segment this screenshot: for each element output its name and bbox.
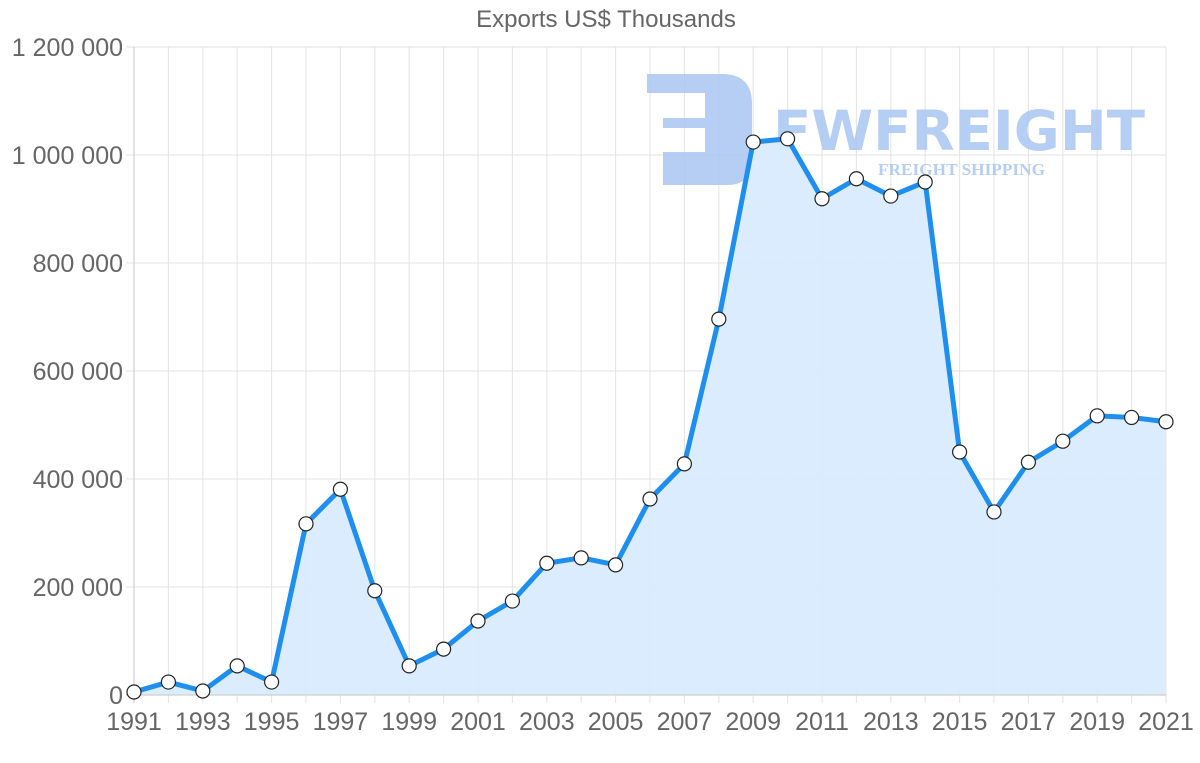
x-tick-label: 1991 bbox=[106, 708, 162, 736]
x-tick-label: 1999 bbox=[381, 708, 437, 736]
logo-mark-icon bbox=[647, 74, 752, 185]
x-tick-label: 2015 bbox=[932, 708, 988, 736]
y-tick-label: 400 000 bbox=[33, 466, 123, 494]
x-tick-label: 2009 bbox=[725, 708, 781, 736]
x-tick-label: 2003 bbox=[519, 708, 575, 736]
y-tick-label: 600 000 bbox=[33, 358, 123, 386]
data-points: 1991: 5500 1992: 24000 1993: 7400 1994: 540… bbox=[126, 131, 1174, 700]
data-point-marker[interactable]: 1992: 24000 bbox=[160, 674, 176, 690]
y-axis-ticks: 0 200 000 400 000 600 000 800 000 1 000 000 1 … bbox=[12, 34, 123, 710]
data-point-marker[interactable]: 2011: 919000 bbox=[814, 191, 830, 207]
data-point-marker[interactable]: 1994: 54000 bbox=[229, 658, 245, 674]
data-point-marker[interactable]: 2018: 470000 bbox=[1055, 433, 1071, 449]
data-point-marker[interactable]: 2020: 514000 bbox=[1123, 409, 1140, 426]
data-point-marker[interactable]: 2012: 956000 bbox=[848, 171, 865, 187]
x-tick-label: 2007 bbox=[657, 708, 713, 736]
data-point-marker[interactable]: 2006: 363000 bbox=[642, 491, 658, 507]
axes bbox=[126, 47, 1166, 703]
y-tick-label: 0 bbox=[109, 682, 123, 710]
logo-brand-text: FWFREIGHT bbox=[773, 99, 1145, 163]
data-point-marker[interactable]: 2001: 137000 bbox=[470, 613, 486, 629]
data-point-marker[interactable]: 2016: 339000 bbox=[986, 504, 1002, 520]
data-point-marker[interactable]: 2007: 428000 bbox=[676, 456, 693, 472]
logo-tagline-text: FREIGHT SHIPPING bbox=[878, 160, 1045, 179]
x-tick-label: 2005 bbox=[588, 708, 644, 736]
data-point-marker[interactable]: 2008: 696000 bbox=[711, 311, 727, 327]
y-tick-label: 200 000 bbox=[33, 574, 123, 602]
x-tick-label: 2011 bbox=[795, 708, 849, 736]
x-tick-label: 1997 bbox=[313, 708, 369, 736]
y-tick-label: 1 000 000 bbox=[12, 142, 123, 170]
area-fill bbox=[134, 138, 1166, 696]
x-tick-label: 2019 bbox=[1069, 708, 1125, 736]
data-point-marker[interactable]: 2009: 1024000 bbox=[745, 134, 761, 150]
data-point-marker[interactable]: 2017: 431000 bbox=[1020, 454, 1037, 470]
x-tick-label: 2013 bbox=[863, 708, 919, 736]
x-tick-label: 2017 bbox=[1001, 708, 1057, 736]
data-point-marker[interactable]: 2005: 241000 bbox=[607, 557, 624, 573]
data-point-marker[interactable]: 2003: 244000 bbox=[539, 555, 555, 571]
x-tick-label: 2021 bbox=[1138, 708, 1194, 736]
data-point-marker[interactable]: 2010: 1030000 bbox=[779, 131, 796, 147]
data-point-marker[interactable]: 2021: 506000 bbox=[1158, 414, 1174, 430]
watermark-logo: FWFREIGHT FREIGHT SHIPPING bbox=[647, 74, 1145, 185]
x-tick-label: 1995 bbox=[244, 708, 300, 736]
data-point-marker[interactable]: 2004: 254000 bbox=[573, 550, 589, 566]
data-point-marker[interactable]: 2014: 950000 bbox=[917, 174, 933, 190]
data-point-marker[interactable]: 1999: 54000 bbox=[401, 658, 417, 674]
data-point-marker[interactable]: 1997: 381000 bbox=[332, 481, 348, 497]
area-fill-path bbox=[134, 138, 1166, 696]
data-point-marker[interactable]: 1993: 7400 bbox=[195, 683, 211, 699]
x-tick-label: 1993 bbox=[175, 708, 231, 736]
data-point-marker[interactable]: 1996: 317000 bbox=[298, 516, 314, 532]
data-point-marker[interactable]: 1991: 5500 bbox=[126, 684, 142, 700]
x-tick-label: 2001 bbox=[450, 708, 506, 736]
data-point-marker[interactable]: 1995: 24000 bbox=[264, 674, 280, 690]
x-axis-ticks: 1991 1993 1995 1997 1999 2001 2003 2005 2007 2009… bbox=[106, 708, 1194, 736]
data-point-marker[interactable]: 2002: 174000 bbox=[504, 593, 521, 609]
chart-title: Exports US$ Thousands bbox=[476, 6, 736, 33]
data-point-marker[interactable]: 1998: 193000 bbox=[367, 583, 383, 599]
data-point-marker[interactable]: 2013: 924000 bbox=[883, 188, 899, 204]
data-point-marker[interactable]: 2019: 517000 bbox=[1089, 408, 1105, 424]
data-point-marker[interactable]: 2015: 450000 bbox=[951, 444, 968, 460]
y-tick-label: 800 000 bbox=[33, 250, 123, 278]
y-tick-label: 1 200 000 bbox=[12, 34, 123, 62]
